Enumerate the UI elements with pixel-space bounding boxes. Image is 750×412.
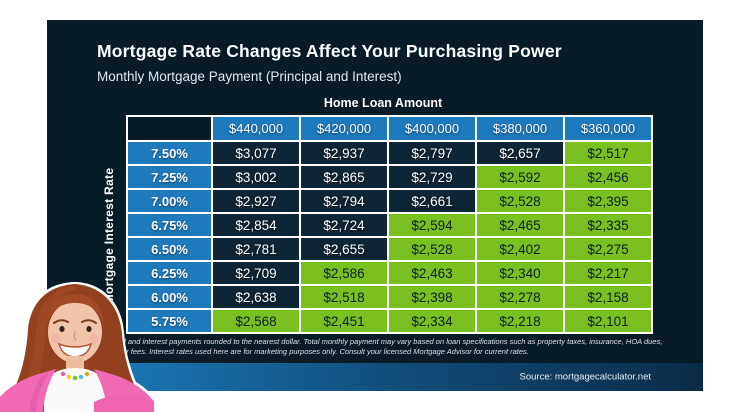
disclaimer-text: Principal and interest payments rounded …: [97, 337, 663, 356]
payment-cell: $2,335: [563, 212, 653, 238]
payment-cell: $2,395: [563, 188, 653, 214]
rate-cell: 6.75%: [126, 212, 213, 238]
payment-cell: $3,002: [211, 164, 301, 190]
advisor-smile: [57, 342, 93, 358]
payment-cell: $2,927: [211, 188, 301, 214]
rate-cell: 7.50%: [126, 140, 213, 166]
column-group-label: Home Loan Amount: [323, 96, 443, 110]
payment-cell: $2,729: [387, 164, 477, 190]
loan-amount-header: $400,000: [387, 115, 477, 142]
payment-cell: $2,586: [299, 260, 389, 286]
advisor-photo: [0, 284, 154, 412]
payment-cell: $2,402: [475, 236, 565, 262]
advisor-shirt: [44, 368, 106, 412]
loan-amount-header: $420,000: [299, 115, 389, 142]
payment-table: $440,000 $420,000 $400,000 $380,000 $360,000…: [126, 115, 653, 334]
payment-cell: $2,794: [299, 188, 389, 214]
payment-cell: $2,217: [563, 260, 653, 286]
payment-cell: $2,797: [387, 140, 477, 166]
source-bar: Source: mortgagecalculator.net: [47, 363, 703, 391]
loan-amount-header: $380,000: [475, 115, 565, 142]
infographic-card: Mortgage Rate Changes Affect Your Purcha…: [47, 20, 703, 391]
payment-cell: $2,528: [475, 188, 565, 214]
payment-cell: $2,517: [563, 140, 653, 166]
payment-cell: $2,451: [299, 308, 389, 334]
page-subtitle: Monthly Mortgage Payment (Principal and …: [97, 69, 402, 84]
payment-cell: $2,518: [299, 284, 389, 310]
payment-cell: $2,456: [563, 164, 653, 190]
payment-table-head: $440,000 $420,000 $400,000 $380,000 $360,000: [126, 115, 653, 142]
payment-cell: $3,077: [211, 140, 301, 166]
payment-cell: $2,334: [387, 308, 477, 334]
advisor-eye-left: [59, 326, 65, 332]
rate-cell: 7.00%: [126, 188, 213, 214]
table-row: 5.75% $2,568 $2,451 $2,334 $2,218 $2,101: [126, 308, 653, 334]
table-row: 6.00% $2,638 $2,518 $2,398 $2,278 $2,158: [126, 284, 653, 310]
payment-cell: $2,592: [475, 164, 565, 190]
payment-cell: $2,655: [299, 236, 389, 262]
payment-cell: $2,709: [211, 260, 301, 286]
rate-cell: 5.75%: [126, 308, 213, 334]
payment-cell: $2,638: [211, 284, 301, 310]
table-row: 7.25% $3,002 $2,865 $2,729 $2,592 $2,456: [126, 164, 653, 190]
payment-cell: $2,594: [387, 212, 477, 238]
payment-cell: $2,278: [475, 284, 565, 310]
table-row: 6.50% $2,781 $2,655 $2,528 $2,402 $2,275: [126, 236, 653, 262]
loan-amount-header: $440,000: [211, 115, 301, 142]
table-row: 7.00% $2,927 $2,794 $2,661 $2,528 $2,395: [126, 188, 653, 214]
payment-cell: $2,218: [475, 308, 565, 334]
payment-cell: $2,865: [299, 164, 389, 190]
payment-cell: $2,275: [563, 236, 653, 262]
payment-cell: $2,528: [387, 236, 477, 262]
rate-cell: 6.00%: [126, 284, 213, 310]
table-row: 7.50% $3,077 $2,937 $2,797 $2,657 $2,517: [126, 140, 653, 166]
payment-cell: $2,781: [211, 236, 301, 262]
payment-cell: $2,568: [211, 308, 301, 334]
corner-cell: [126, 115, 213, 142]
payment-cell: $2,398: [387, 284, 477, 310]
payment-cell: $2,465: [475, 212, 565, 238]
payment-cell: $2,158: [563, 284, 653, 310]
loan-amount-header: $360,000: [563, 115, 653, 142]
payment-cell: $2,657: [475, 140, 565, 166]
payment-cell: $2,101: [563, 308, 653, 334]
payment-cell: $2,463: [387, 260, 477, 286]
advisor-eye-right: [86, 326, 92, 332]
page-title: Mortgage Rate Changes Affect Your Purcha…: [97, 41, 562, 61]
table-row: 6.75% $2,854 $2,724 $2,594 $2,465 $2,335: [126, 212, 653, 238]
payment-cell: $2,854: [211, 212, 301, 238]
payment-cell: $2,661: [387, 188, 477, 214]
table-row: 6.25% $2,709 $2,586 $2,463 $2,340 $2,217: [126, 260, 653, 286]
payment-cell: $2,340: [475, 260, 565, 286]
rate-cell: 6.25%: [126, 260, 213, 286]
rate-cell: 7.25%: [126, 164, 213, 190]
payment-cell: $2,724: [299, 212, 389, 238]
rate-cell: 6.50%: [126, 236, 213, 262]
payment-cell: $2,937: [299, 140, 389, 166]
payment-table-body: 7.50% $3,077 $2,937 $2,797 $2,657 $2,517 7.25%…: [126, 140, 653, 334]
source-attribution: Source: mortgagecalculator.net: [519, 371, 652, 383]
